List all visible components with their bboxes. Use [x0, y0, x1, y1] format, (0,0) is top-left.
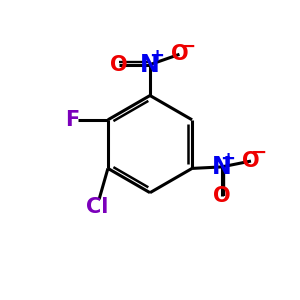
Text: N: N — [212, 155, 231, 179]
Text: O: O — [110, 55, 128, 75]
Text: F: F — [65, 110, 79, 130]
Text: O: O — [213, 186, 230, 206]
Text: +: + — [149, 47, 164, 65]
Text: +: + — [220, 150, 236, 168]
Text: Cl: Cl — [86, 197, 109, 217]
Text: N: N — [140, 52, 160, 76]
Text: −: − — [251, 143, 267, 162]
Text: O: O — [242, 151, 260, 171]
Text: −: − — [180, 37, 196, 56]
Text: O: O — [171, 44, 188, 64]
